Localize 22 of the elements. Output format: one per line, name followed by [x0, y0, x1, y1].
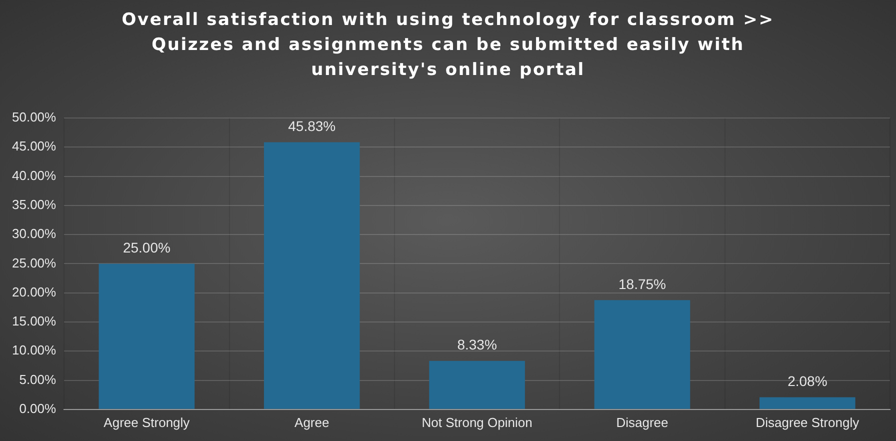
y-tick-label: 15.00% — [12, 314, 57, 329]
chart-title: Overall satisfaction with using technology for classroom >> Quizzes and assignments can be submitted easily with university's online portal — [120, 9, 776, 82]
y-tick-label: 40.00% — [12, 168, 57, 183]
data-label: 8.33% — [457, 336, 497, 353]
x-tick-label: Not Strong Opinion — [422, 414, 532, 430]
data-label: 25.00% — [122, 240, 170, 256]
y-tick-label: 45.00% — [12, 138, 57, 154]
x-tick-label: Agree — [294, 414, 330, 430]
y-tick-label: 20.00% — [12, 284, 57, 300]
y-tick-label: 5.00% — [19, 372, 57, 387]
y-tick-label: 50.00% — [12, 110, 57, 125]
data-label: 45.83% — [288, 118, 336, 134]
y-tick-label: 30.00% — [12, 226, 57, 242]
x-tick-label: Disagree — [616, 414, 668, 430]
data-label: 18.75% — [618, 276, 666, 292]
y-tick-label: 0.00% — [19, 400, 57, 416]
y-tick-label: 25.00% — [12, 255, 57, 270]
y-tick-label: 35.00% — [12, 197, 57, 212]
x-tick-label: Agree Strongly — [104, 414, 190, 430]
y-tick-label: 10.00% — [12, 342, 57, 358]
data-label: 2.08% — [788, 373, 828, 390]
x-tick-label: Disagree Strongly — [756, 414, 860, 430]
